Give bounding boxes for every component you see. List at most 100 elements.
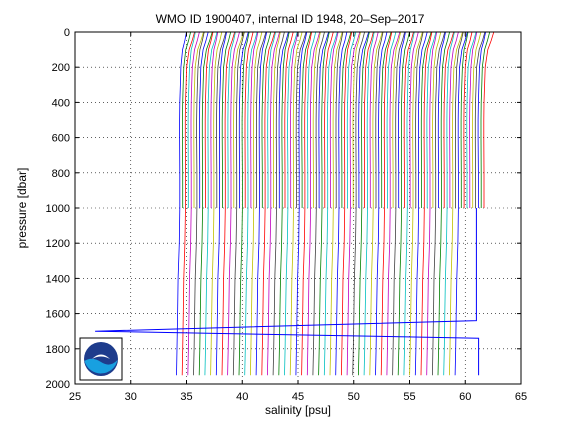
profile-line [406,31,415,208]
deep-profile-line [284,207,289,376]
deep-profile-line [369,207,374,376]
deep-profile-line [238,207,243,376]
profile-line [372,31,383,208]
profile-line [454,31,464,208]
deep-profile-line [454,207,459,376]
profile-line [366,31,375,208]
profile-line [272,31,281,208]
profile-line [227,31,236,208]
profile-line [477,31,486,208]
deep-profile-line [215,207,220,376]
y-axis-label: pressure [dbar] [15,168,29,249]
deep-profile-line [420,207,425,376]
profile-line [480,31,491,208]
deep-profile-line [198,207,203,376]
deep-profile-line [426,207,431,376]
deep-profile-line [380,207,385,376]
deep-profile-line [414,207,419,376]
profile-line [238,31,249,208]
profile-line [392,31,402,208]
profile-line [375,31,384,208]
deep-profile-line [278,207,283,376]
profile-line [329,31,339,208]
profile-line [349,31,361,208]
deep-profile-line [187,207,192,376]
deep-profile-line [250,207,255,376]
profile-line [304,31,312,208]
profile-line [295,31,307,208]
deep-profile-line [272,207,277,376]
x-axis-label: salinity [psu] [265,403,331,417]
profile-line [361,31,370,208]
deep-profile-line [181,207,186,376]
profile-line [230,31,240,208]
profile-line [184,31,195,208]
deep-profile-line [295,207,300,376]
profile-line [409,31,419,208]
deep-profile-line [397,207,402,376]
deep-profile-line [323,207,329,376]
profile-line [298,31,308,208]
x-tick-label: 50 [348,391,360,403]
profile-line [338,31,348,208]
deep-profile-line [443,207,448,376]
profile-line [216,31,227,208]
deep-profile-line [244,207,249,376]
profile-line [210,31,219,208]
y-tick-label: 1600 [46,309,70,321]
deep-profile-line [403,207,408,376]
y-tick-label: 1000 [46,203,70,215]
profile-line [250,31,259,208]
profile-line [270,31,280,208]
profile-line [287,31,298,208]
profile-line [207,31,218,208]
profile-line [358,31,370,208]
profile-line [474,31,486,208]
y-tick-label: 1400 [46,273,70,285]
profile-line [275,31,285,208]
profile-line [196,31,205,208]
deep-profile-line [386,207,391,376]
profile-line [457,31,468,208]
profile-line [315,31,325,208]
profile-line [213,31,223,208]
profile-line [261,31,272,208]
profile-line [435,31,446,208]
profile-line [267,31,276,208]
profile-line [233,31,244,208]
profile-line [204,31,214,208]
deep-profile-line [232,207,238,376]
profile-line [292,31,303,208]
deep-profile-line [267,207,272,376]
deep-profile-line [301,207,306,376]
x-tick-label: 40 [236,391,248,403]
profile-line [321,31,330,208]
y-tick-label: 600 [52,133,70,145]
x-tick-label: 45 [292,391,304,403]
profile-line [324,31,334,208]
deep-profile-line [341,207,346,376]
deep-profile-line [437,207,442,376]
profile-line [386,31,397,208]
deep-profile-line [318,207,323,376]
deep-profile-line [306,207,311,376]
profile-line [224,31,236,208]
deep-profile-line [312,207,317,376]
x-axis-ticks: 25 30 35 40 45 50 55 60 65 [69,32,527,403]
profile-line [199,31,209,208]
profile-line [187,31,196,208]
profile-line [318,31,329,208]
profile-line [352,31,361,208]
profile-line [417,31,428,208]
profile-line [344,31,353,208]
profile-line [181,31,191,208]
profile-line [332,31,343,208]
profile-line [383,31,393,208]
y-tick-label: 2000 [46,379,70,391]
deep-profile-line [358,207,363,376]
profile-line [335,31,344,208]
profile-line [355,31,365,208]
profile-line [415,31,424,208]
profile-line [284,31,294,208]
deep-profile-line [193,207,198,376]
